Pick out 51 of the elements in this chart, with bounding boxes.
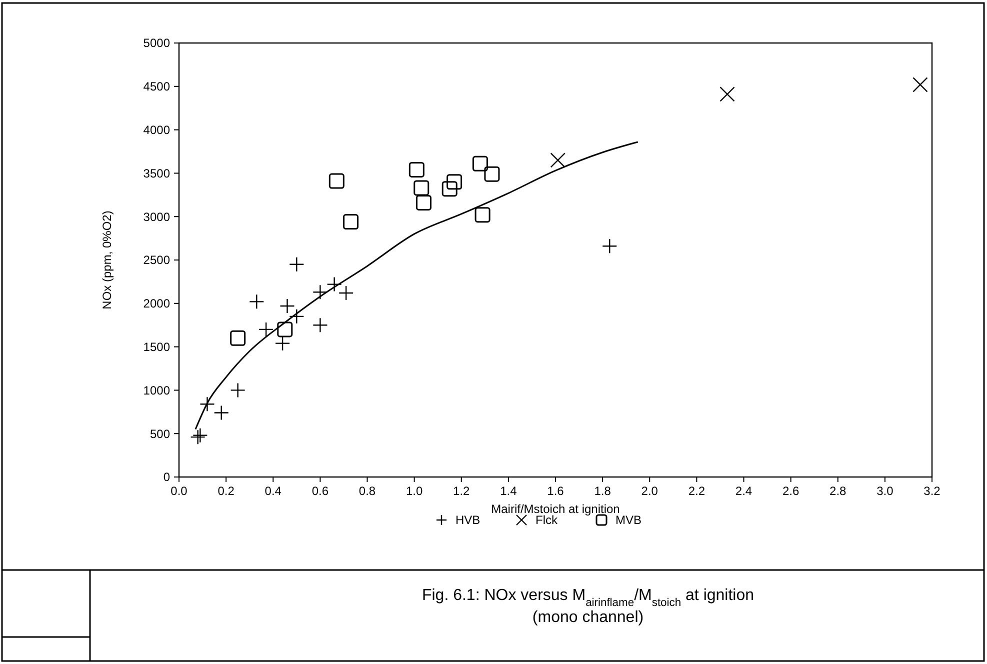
x-axis-title: Mairif/Mstoich at ignition [491, 502, 620, 516]
y-tick-label: 3000 [143, 210, 170, 224]
x-tick-label: 0.0 [170, 484, 188, 498]
y-tick-label: 5000 [143, 36, 170, 50]
point [277, 322, 293, 338]
point [720, 86, 735, 102]
y-tick-label: 4500 [143, 80, 170, 94]
y-tick-label: 2000 [143, 296, 170, 311]
point [414, 180, 430, 196]
x-tick-label: 2.8 [830, 484, 847, 498]
y-tick-label: 1500 [143, 340, 170, 354]
y-axis-title: NOx (ppm, 0%O2) [100, 210, 114, 310]
x-tick-label: 0.6 [312, 484, 329, 498]
point [474, 207, 490, 223]
point [416, 194, 432, 210]
x-tick-label: 2.2 [688, 484, 706, 498]
point [408, 162, 424, 178]
y-tick-label: 2500 [143, 253, 170, 268]
x-tick-label: 0.4 [264, 484, 282, 498]
x-tick-label: 0.2 [218, 484, 235, 498]
y-tick-label: 3500 [143, 166, 170, 180]
point [328, 173, 344, 189]
x-tick-label: 3.0 [876, 484, 894, 498]
x-tick-label: 2.4 [735, 484, 752, 498]
y-tick-label: 0 [163, 470, 170, 484]
x-tick-label: 1.2 [453, 484, 470, 498]
text: (mono channel) [532, 609, 644, 626]
point [484, 166, 500, 182]
line-series [194, 141, 639, 430]
legend-label: HVB [456, 513, 480, 528]
point [446, 174, 462, 190]
point [230, 330, 246, 346]
x-tick-label: 2.0 [641, 484, 658, 498]
x-tick-label: 0.8 [358, 484, 376, 498]
x-tick-label: 1.4 [500, 484, 518, 498]
point [550, 152, 566, 168]
legend-label: MVB [616, 513, 642, 528]
point [343, 214, 359, 230]
x-tick-label: 1.6 [547, 484, 564, 498]
x-tick-label: 1.8 [594, 484, 612, 498]
y-tick-label: 1000 [143, 383, 170, 398]
text: Fig. 6.1: NOx versus M$_{airinflame}$/M$_{stoich}$ at ignition [422, 587, 754, 609]
point [472, 156, 488, 172]
point [442, 181, 458, 197]
point [912, 77, 928, 92]
x-tick-label: 3.2 [924, 484, 941, 498]
y-tick-label: 4000 [143, 123, 170, 137]
x-tick-label: 2.6 [782, 484, 800, 498]
legend-label: Flck [536, 513, 558, 528]
x-tick-label: 1.0 [406, 484, 423, 498]
y-tick-label: 500 [150, 426, 170, 441]
